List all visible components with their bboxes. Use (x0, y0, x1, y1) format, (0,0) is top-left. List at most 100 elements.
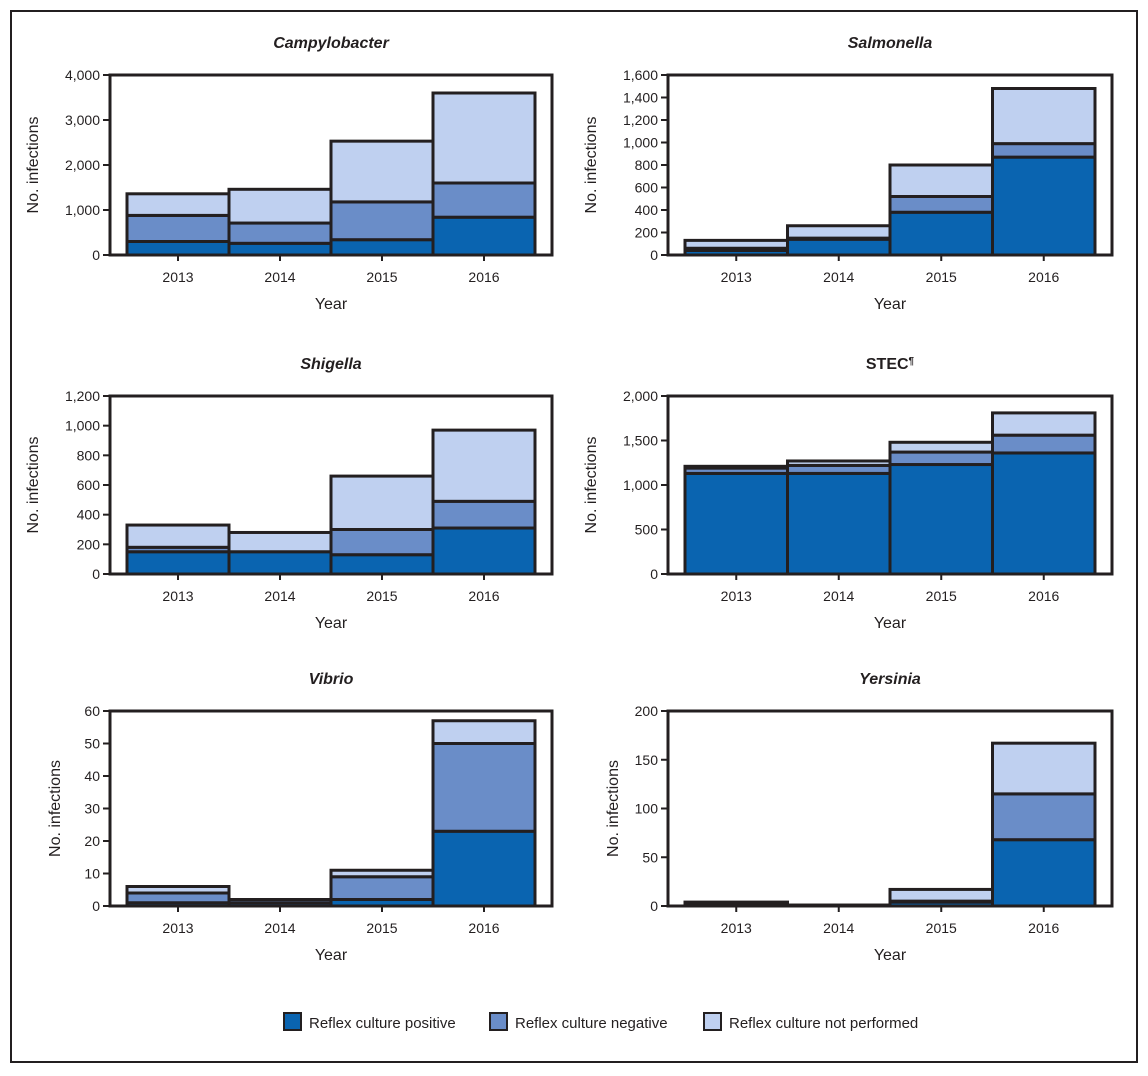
bar-segment-2014-positive (786, 471, 892, 576)
bar-segment-2016-negative (431, 742, 537, 833)
bar-segment-2016-positive (991, 155, 1097, 257)
bar-segment-2016-negative (991, 433, 1097, 455)
y-axis-label: No. infections (25, 117, 42, 214)
bar-segment-2015-positive (329, 238, 435, 257)
y-tick-label: 400 (635, 202, 659, 218)
bar-segment-2014-negative (227, 898, 333, 905)
bar-segment-2014-not-performed (786, 459, 892, 467)
legend-swatch (703, 1012, 722, 1031)
y-tick-label: 1,200 (65, 388, 100, 404)
y-tick-label: 800 (635, 157, 659, 173)
bar-segment-2013-not-performed (683, 464, 789, 470)
y-tick-label: 2,000 (65, 157, 100, 173)
y-tick-label: 0 (650, 566, 658, 582)
bar-segment-2013-positive (125, 240, 231, 257)
bar-segment-2013-not-performed (125, 885, 231, 895)
bar-segment-2015-not-performed (329, 868, 435, 879)
y-tick-label: 10 (84, 866, 100, 882)
y-tick-label: 200 (77, 536, 101, 552)
x-tick-label: 2015 (926, 588, 957, 604)
panel-title: Yersinia (859, 671, 921, 688)
bar-segment-2016-negative (991, 792, 1097, 842)
bar-segment-2016-not-performed (431, 428, 537, 503)
y-axis-label: No. infections (605, 760, 622, 857)
legend-label: Reflex culture positive (309, 1015, 456, 1032)
y-tick-label: 50 (84, 736, 100, 752)
bar-segment-2014-positive (786, 237, 892, 257)
x-tick-label: 2015 (926, 269, 957, 285)
bar-segment-2015-not-performed (329, 474, 435, 532)
x-tick-label: 2014 (823, 588, 854, 604)
bar-segment-2015-not-performed (888, 887, 994, 903)
y-tick-label: 1,500 (623, 433, 658, 449)
panel-shigella: Shigella 2013 2014 2015 2016 0 200 400 600 800 1,0… (25, 356, 554, 632)
y-tick-label: 4,000 (65, 67, 100, 83)
legend-item: Reflex culture negative (489, 1012, 668, 1032)
panel-campylobacter: Campylobacter 2013 2014 2015 2016 0 1,000 2,000… (25, 35, 554, 313)
panel-title: Salmonella (848, 35, 933, 52)
legend-item: Reflex culture positive (283, 1012, 456, 1032)
y-tick-label: 800 (77, 447, 101, 463)
y-tick-label: 0 (650, 898, 658, 914)
bar-segment-2014-not-performed (227, 187, 333, 225)
bar-segment-2013-not-performed (125, 192, 231, 217)
x-tick-label: 2013 (721, 588, 752, 604)
y-tick-label: 100 (635, 801, 659, 817)
legend-swatch (283, 1012, 302, 1031)
bar-segment-2015-not-performed (888, 163, 994, 198)
bar-segment-2014-negative (227, 221, 333, 245)
panel-title: Campylobacter (273, 35, 389, 52)
bar-segment-2013-positive (125, 550, 231, 576)
y-axis-label: No. infections (583, 117, 600, 214)
panel-vibrio: Vibrio 2013 2014 2015 2016 0 10 20 30 40 50 60 No. i… (47, 671, 554, 964)
bar-segment-2014-positive (227, 550, 333, 576)
y-tick-label: 500 (635, 522, 659, 538)
bar-segment-2016-negative (431, 499, 537, 530)
y-tick-label: 400 (77, 507, 101, 523)
panel-title: Vibrio (309, 671, 354, 688)
bar-segment-2016-positive (431, 829, 537, 908)
x-tick-label: 2013 (162, 588, 193, 604)
x-axis-label: Year (874, 296, 907, 313)
y-tick-label: 0 (92, 247, 100, 263)
y-tick-label: 1,000 (65, 202, 100, 218)
legend: Reflex culture positive Reflex culture ne… (283, 1012, 918, 1032)
y-tick-label: 0 (92, 566, 100, 582)
bar-segment-2016-not-performed (431, 91, 537, 185)
x-tick-label: 2015 (366, 269, 397, 285)
y-tick-label: 0 (92, 898, 100, 914)
bar-segment-2016-negative (991, 142, 1097, 159)
x-tick-label: 2016 (1028, 588, 1059, 604)
y-tick-label: 0 (650, 247, 658, 263)
bar-segment-2015-negative (888, 195, 994, 214)
bar-segment-2015-positive (888, 210, 994, 257)
bar-segment-2015-not-performed (888, 440, 994, 454)
x-tick-label: 2016 (468, 588, 499, 604)
legend-item: Reflex culture not performed (703, 1012, 918, 1032)
bar-segment-2016-positive (431, 215, 537, 257)
y-tick-label: 30 (84, 801, 100, 817)
x-axis-label: Year (315, 296, 348, 313)
bar-segment-2014-not-performed (227, 530, 333, 554)
x-tick-label: 2013 (162, 920, 193, 936)
bar-segment-2013-positive (683, 471, 789, 576)
x-tick-label: 2013 (162, 269, 193, 285)
bar-segment-2013-negative (683, 900, 789, 905)
y-tick-label: 200 (635, 225, 659, 241)
x-axis-label: Year (874, 947, 907, 964)
bar-segment-2015-negative (329, 528, 435, 557)
bar-segment-2016-not-performed (991, 87, 1097, 146)
legend-label: Reflex culture not performed (729, 1015, 918, 1032)
bar-segment-2016-negative (431, 181, 537, 219)
bar-segment-2013-negative (125, 213, 231, 243)
y-tick-label: 1,000 (623, 135, 658, 151)
y-tick-label: 150 (635, 752, 659, 768)
x-tick-label: 2014 (823, 920, 854, 936)
bar-segment-2016-not-performed (991, 741, 1097, 796)
x-tick-label: 2014 (264, 588, 295, 604)
bar-segment-2013-not-performed (683, 238, 789, 250)
bar-segment-2015-negative (329, 875, 435, 901)
x-tick-label: 2014 (264, 920, 295, 936)
panel-salmonella: Salmonella 2013 2014 2015 2016 0 200 400 600 800 1… (583, 35, 1114, 313)
x-axis-label: Year (874, 615, 907, 632)
